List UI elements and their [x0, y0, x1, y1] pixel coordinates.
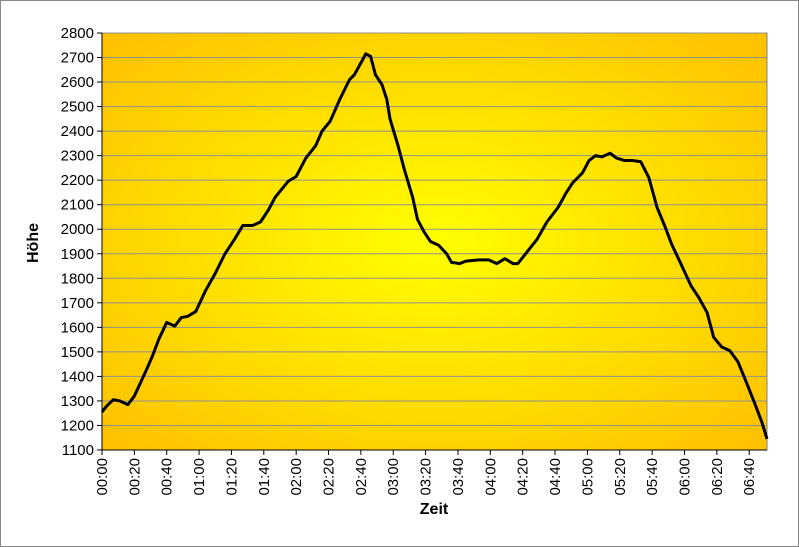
x-tick-label: 04:40 [547, 458, 564, 496]
x-tick-label: 06:20 [709, 458, 726, 496]
line-series [100, 52, 769, 440]
y-tick-label: 2700 [61, 50, 94, 67]
y-tick-label: 2100 [61, 197, 94, 214]
plot-area [101, 32, 768, 451]
x-tick-label: 05:00 [579, 458, 596, 496]
y-tick-label: 2300 [61, 148, 94, 165]
x-tick-label: 03:40 [450, 458, 467, 496]
y-tick-label: 1300 [61, 393, 94, 410]
x-tick-label: 06:40 [741, 458, 758, 496]
x-tick-label: 00:40 [159, 458, 176, 496]
x-tick-label: 06:00 [676, 458, 693, 496]
y-tick-label: 2600 [61, 74, 94, 91]
x-tick-label: 05:40 [644, 458, 661, 496]
y-tick-label: 2000 [61, 221, 94, 238]
y-tick-label: 2500 [61, 99, 94, 116]
y-axis-title: Höhe [25, 223, 42, 263]
y-tick-label: 1900 [61, 246, 94, 263]
y-tick-label: 1100 [62, 442, 94, 459]
y-tick-label: 1700 [61, 295, 94, 312]
y-tick-label: 1400 [61, 368, 94, 385]
x-tick-label: 05:20 [612, 458, 629, 496]
x-tick-label: 02:20 [321, 458, 338, 496]
y-tick-label: 2200 [61, 172, 94, 189]
x-tick-label: 04:00 [482, 458, 499, 496]
y-tick-label: 2800 [61, 25, 94, 42]
x-tick-label: 02:40 [353, 458, 370, 496]
x-tick-label: 00:20 [126, 458, 143, 496]
x-tick-label: 03:20 [418, 458, 435, 496]
x-tick-label: 00:00 [94, 458, 111, 496]
x-tick-label: 01:20 [223, 458, 240, 496]
x-tick-label: 04:20 [515, 458, 532, 496]
y-tick-label: 1500 [61, 344, 94, 361]
x-tick-label: 01:00 [191, 458, 208, 496]
y-tick-label: 1200 [61, 417, 94, 434]
x-tick-label: 02:00 [288, 458, 305, 496]
x-tick-label: 01:40 [256, 458, 273, 496]
x-tick-label: 03:00 [385, 458, 402, 496]
x-axis-title: Zeit [420, 501, 449, 518]
y-tick-label: 1800 [61, 270, 94, 287]
y-tick-label: 1600 [61, 319, 94, 336]
y-tick-label: 2400 [61, 123, 94, 140]
